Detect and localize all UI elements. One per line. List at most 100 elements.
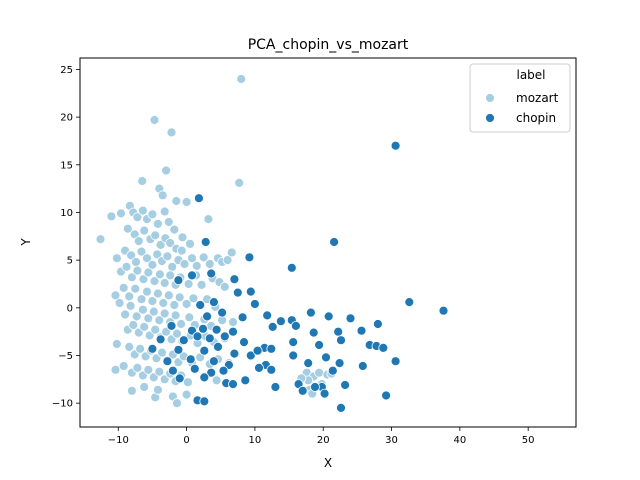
data-point-mozart: [204, 259, 215, 269]
data-point-mozart: [124, 291, 135, 302]
data-point-mozart: [149, 115, 160, 125]
data-point-mozart: [185, 238, 195, 249]
data-point-mozart: [136, 294, 147, 305]
data-point-mozart: [139, 382, 150, 392]
x-tick-label: 0: [183, 435, 189, 446]
data-point-chopin: [208, 297, 219, 308]
data-point-mozart: [137, 304, 148, 315]
data-point-chopin: [167, 365, 178, 376]
data-point-chopin: [202, 311, 213, 322]
data-point-chopin: [198, 323, 208, 334]
data-point-chopin: [213, 341, 223, 352]
data-point-chopin: [187, 270, 197, 281]
data-point-mozart: [228, 317, 238, 328]
data-point-chopin: [217, 307, 228, 318]
data-point-mozart: [131, 311, 142, 322]
data-point-mozart: [110, 364, 121, 375]
data-point-mozart: [112, 253, 122, 264]
data-point-chopin: [390, 356, 401, 367]
data-point-chopin: [266, 343, 277, 354]
data-point-mozart: [188, 293, 199, 304]
data-point-chopin: [206, 367, 217, 378]
data-point-chopin: [195, 300, 206, 310]
data-point-mozart: [211, 375, 222, 386]
data-point-mozart: [222, 255, 233, 266]
data-point-chopin: [218, 365, 229, 376]
data-point-mozart: [121, 261, 132, 272]
data-point-mozart: [118, 282, 129, 293]
y-tick-label: 20: [60, 113, 73, 124]
data-point-mozart: [314, 367, 325, 378]
plot-frame: [79, 57, 577, 428]
data-point-mozart: [126, 385, 137, 396]
data-point-chopin: [267, 321, 278, 332]
data-point-mozart: [181, 389, 192, 400]
x-tick-label: 50: [522, 435, 535, 446]
data-point-chopin: [192, 331, 203, 342]
data-point-mozart: [166, 127, 177, 138]
legend: label mozart chopin: [469, 63, 571, 133]
data-point-chopin: [229, 348, 240, 359]
data-point-mozart: [147, 259, 158, 270]
data-point-mozart: [181, 197, 192, 207]
data-point-mozart: [131, 257, 141, 267]
data-point-mozart: [130, 283, 141, 294]
data-point-mozart: [118, 361, 129, 371]
data-point-mozart: [182, 377, 193, 388]
data-point-mozart: [143, 267, 154, 278]
data-point-mozart: [132, 362, 143, 373]
legend-box: [469, 63, 571, 133]
data-point-mozart: [155, 239, 166, 250]
data-point-mozart: [152, 249, 163, 260]
data-point-mozart: [174, 292, 185, 303]
data-point-chopin: [305, 307, 316, 318]
data-point-mozart: [152, 218, 163, 229]
data-point-mozart: [158, 298, 169, 308]
data-point-mozart: [143, 313, 154, 324]
legend-label-mozart: mozart: [516, 91, 559, 105]
x-axis-title: X: [324, 456, 332, 470]
data-point-chopin: [319, 388, 330, 399]
x-tick-label: −10: [108, 435, 129, 446]
data-point-chopin: [200, 237, 211, 247]
data-point-chopin: [372, 319, 383, 329]
data-point-chopin: [340, 380, 351, 390]
data-point-chopin: [173, 344, 184, 355]
data-point-chopin: [314, 340, 325, 350]
chart-title: PCA_chopin_vs_mozart: [248, 37, 409, 53]
data-point-mozart: [126, 250, 137, 261]
data-point-mozart: [136, 246, 147, 257]
data-point-mozart: [203, 214, 214, 225]
data-point-mozart: [148, 306, 159, 317]
y-axis-title: Y: [19, 238, 33, 247]
data-point-chopin: [166, 320, 177, 331]
data-point-chopin: [334, 358, 345, 369]
data-point-mozart: [184, 312, 195, 323]
data-point-chopin: [147, 343, 158, 354]
data-point-mozart: [150, 230, 161, 241]
x-tick-label: 20: [317, 435, 330, 446]
data-point-mozart: [137, 176, 148, 186]
data-point-chopin: [199, 372, 210, 383]
data-point-mozart: [157, 190, 168, 201]
data-point-chopin: [329, 237, 340, 247]
data-point-mozart: [159, 206, 170, 217]
data-point-chopin: [240, 375, 251, 386]
data-point-mozart: [120, 309, 130, 320]
data-point-mozart: [172, 328, 182, 339]
data-point-mozart: [219, 281, 230, 292]
data-point-mozart: [135, 343, 146, 354]
data-point-chopin: [262, 310, 273, 321]
data-point-mozart: [162, 251, 173, 262]
data-point-mozart: [183, 279, 194, 289]
data-point-mozart: [154, 315, 165, 326]
data-point-mozart: [165, 270, 176, 281]
data-point-chopin: [378, 342, 389, 353]
data-point-chopin: [232, 287, 243, 298]
data-point-mozart: [169, 224, 180, 235]
data-point-chopin: [288, 337, 299, 348]
data-point-chopin: [229, 274, 240, 285]
data-point-mozart: [176, 319, 187, 329]
data-point-mozart: [149, 276, 160, 287]
data-point-chopin: [237, 312, 248, 323]
